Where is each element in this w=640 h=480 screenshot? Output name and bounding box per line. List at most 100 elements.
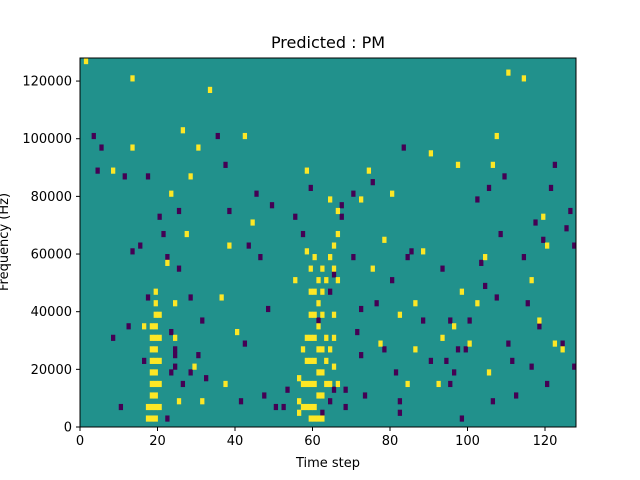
heatmap-cell-low	[572, 363, 577, 370]
heatmap-cell-high	[188, 173, 193, 180]
heatmap-cell-high	[308, 334, 313, 341]
heatmap-cell-high	[235, 328, 240, 336]
heatmap-cell-high	[308, 380, 313, 388]
heatmap-cell-high	[328, 196, 333, 203]
heatmap-cell-high	[312, 415, 317, 422]
heatmap-cell-high	[153, 380, 158, 388]
heatmap-cell-low	[238, 398, 244, 405]
heatmap-cell-high	[149, 380, 155, 388]
heatmap-cell-low	[273, 403, 279, 411]
heatmap-cell-high	[359, 196, 364, 203]
heatmap-cell-high	[316, 415, 321, 422]
heatmap-cell-high	[366, 167, 372, 174]
heatmap-cell-high	[308, 415, 313, 422]
heatmap-cell-low	[479, 259, 484, 266]
heatmap-cell-high	[153, 415, 158, 422]
heatmap-cell-low	[370, 179, 375, 186]
heatmap-cell-high	[149, 323, 155, 330]
y-tick-label: 120000	[22, 75, 72, 90]
heatmap-cell-high	[176, 398, 182, 405]
heatmap-cell-high	[157, 380, 162, 388]
heatmap-cell-high	[242, 132, 248, 140]
heatmap-cell-high	[552, 340, 558, 347]
heatmap-cell-low	[397, 398, 403, 405]
y-axis: 0 20000 40000 60000 80000 100000 120000	[22, 75, 80, 436]
heatmap-cell-low	[266, 305, 271, 313]
heatmap-cell-high	[180, 127, 186, 134]
heatmap-cell-high	[157, 357, 162, 364]
heatmap-cell-high	[331, 242, 337, 249]
heatmap-cell-low	[130, 248, 135, 255]
y-tick-label: 20000	[31, 363, 72, 378]
heatmap-cell-low	[227, 207, 232, 215]
heatmap-cell-high	[312, 357, 317, 364]
heatmap-cell-high	[157, 403, 162, 411]
heatmap-cell-low	[452, 369, 457, 376]
heatmap-cell-low	[560, 340, 565, 347]
heatmap-cell-high	[328, 254, 333, 261]
heatmap-cell-low	[362, 392, 368, 399]
heatmap-cell-high	[173, 334, 178, 341]
heatmap-cell-high	[486, 369, 492, 376]
heatmap-cell-high	[328, 346, 333, 353]
heatmap-cells	[83, 58, 577, 422]
heatmap-cell-high	[297, 398, 302, 405]
heatmap-cell-high	[219, 294, 224, 301]
heatmap-cell-low	[521, 254, 527, 261]
y-tick-label: 40000	[31, 305, 72, 320]
heatmap-cell-low	[188, 294, 193, 301]
heatmap-cell-high	[111, 167, 116, 174]
heatmap-cell-low	[343, 386, 348, 393]
heatmap-cell-high	[320, 392, 325, 399]
heatmap-cell-low	[498, 230, 503, 238]
heatmap-cell-low	[459, 415, 465, 422]
heatmap-cell-high	[157, 311, 162, 318]
heatmap-cell-high	[428, 150, 434, 157]
heatmap-cell-low	[331, 386, 337, 393]
heatmap-cell-high	[153, 334, 158, 341]
heatmap-cell-low	[99, 144, 104, 151]
heatmap-cell-high	[316, 277, 321, 284]
heatmap-cell-high	[130, 75, 135, 82]
heatmap-cell-low	[169, 369, 174, 376]
heatmap-cell-low	[173, 363, 178, 370]
heatmap-cell-high	[153, 403, 158, 411]
heatmap-cell-low	[339, 213, 344, 220]
heatmap-cell-low	[467, 317, 472, 324]
heatmap-cell-high	[192, 363, 197, 370]
heatmap-cell-low	[393, 369, 399, 376]
heatmap-cell-low	[118, 403, 124, 411]
heatmap-cell-high	[153, 311, 158, 318]
heatmap-cell-low	[533, 219, 538, 226]
heatmap-cell-low	[320, 409, 325, 416]
heatmap-cell-low	[122, 173, 127, 180]
heatmap-cell-high	[405, 380, 410, 388]
heatmap-cell-low	[552, 161, 558, 168]
heatmap-cell-high	[145, 403, 151, 411]
heatmap-cell-low	[564, 225, 569, 232]
heatmap-cell-low	[173, 346, 178, 353]
plot-frame	[79, 57, 577, 428]
heatmap-cell-low	[448, 380, 453, 388]
heatmap-cell-low	[510, 357, 515, 364]
heatmap-cell-low	[138, 242, 143, 249]
heatmap-cell-low	[246, 242, 251, 249]
heatmap-cell-high	[149, 415, 155, 422]
heatmap-cell-low	[514, 392, 519, 399]
heatmap-cell-high	[382, 236, 387, 243]
heatmap-cell-low	[343, 403, 348, 411]
heatmap-cell-low	[355, 328, 360, 336]
heatmap-cell-high	[397, 311, 403, 318]
heatmap-cell-low	[176, 265, 182, 272]
heatmap-cell-high	[316, 369, 321, 376]
heatmap-cell-high	[452, 323, 457, 330]
heatmap-cell-high	[308, 311, 313, 318]
heatmap-cell-low	[572, 242, 577, 249]
heatmap-cell-low	[409, 248, 414, 255]
heatmap-cell-high	[440, 334, 445, 341]
heatmap-cell-high	[312, 334, 317, 341]
heatmap-cell-low	[204, 375, 209, 382]
heatmap-cell-low	[382, 346, 387, 353]
heatmap-cell-high	[378, 340, 383, 347]
